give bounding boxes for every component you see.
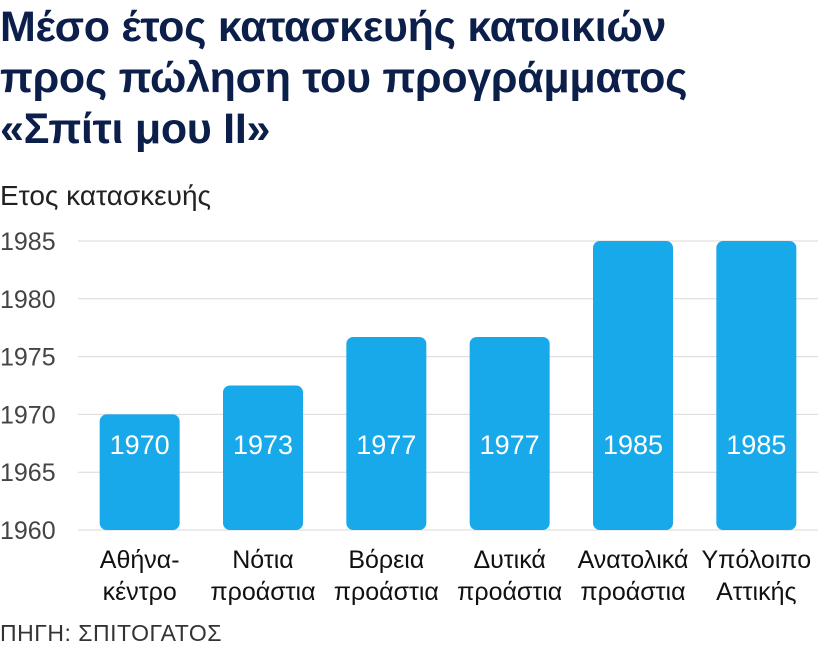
- category-label: κέντρο: [103, 578, 177, 606]
- bars: [99, 241, 797, 530]
- bar: [469, 336, 550, 530]
- title-line-2: προς πώληση του προγράμματος: [0, 54, 688, 102]
- category-label: Νότια: [232, 546, 294, 574]
- data-labels: 1970 1973 1977 1977 1985 1985: [110, 430, 787, 460]
- category-label: Υπόλοιπο: [701, 546, 811, 574]
- chart-title: Μέσο έτος κατασκευής κατοικιών προς πώλη…: [0, 2, 818, 155]
- bar: [346, 336, 427, 530]
- category-labels: Αθήνα-κέντρο Νότια προάστια Βόρεια προάστια Δ…: [100, 546, 811, 606]
- category-label: προάστια: [210, 578, 315, 606]
- title-line-1: Μέσο έτος κατασκευής κατοικιών: [0, 3, 666, 51]
- bar: [593, 241, 673, 530]
- gridlines: [78, 240, 818, 531]
- category-label: Αττικής: [716, 578, 796, 606]
- category-label: Ανατολικά: [578, 546, 689, 574]
- data-label: 1970: [110, 430, 170, 460]
- y-axis-label: Ετος κατασκευής: [0, 180, 212, 211]
- category-label: Βόρεια: [348, 546, 424, 574]
- source-note: ΠΗΓΗ: ΣΠΙΤΟΓΑΤΟΣ: [0, 620, 222, 646]
- y-tick-label: 1960: [0, 517, 56, 545]
- data-label: 1985: [603, 430, 663, 460]
- category-label: προάστια: [457, 578, 562, 606]
- y-tick-labels: 1960 1965 1970 1975 1980 1985: [0, 228, 56, 545]
- bar: [223, 385, 303, 530]
- y-tick-label: 1970: [0, 401, 56, 429]
- y-tick-label: 1965: [0, 459, 56, 487]
- y-tick-label: 1980: [0, 286, 56, 314]
- bar: [716, 241, 797, 530]
- title-line-3: «Σπίτι μου ΙΙ»: [0, 105, 271, 153]
- category-label: Αθήνα-: [100, 546, 180, 574]
- data-label: 1977: [480, 430, 540, 460]
- y-tick-label: 1985: [0, 228, 56, 256]
- category-label: προάστια: [334, 578, 439, 606]
- data-label: 1985: [726, 430, 786, 460]
- data-label: 1977: [356, 430, 416, 460]
- bar: [99, 414, 180, 530]
- category-label: προάστια: [580, 578, 685, 606]
- y-tick-label: 1975: [0, 344, 56, 372]
- data-label: 1973: [233, 430, 293, 460]
- category-label: Δυτικά: [473, 546, 545, 574]
